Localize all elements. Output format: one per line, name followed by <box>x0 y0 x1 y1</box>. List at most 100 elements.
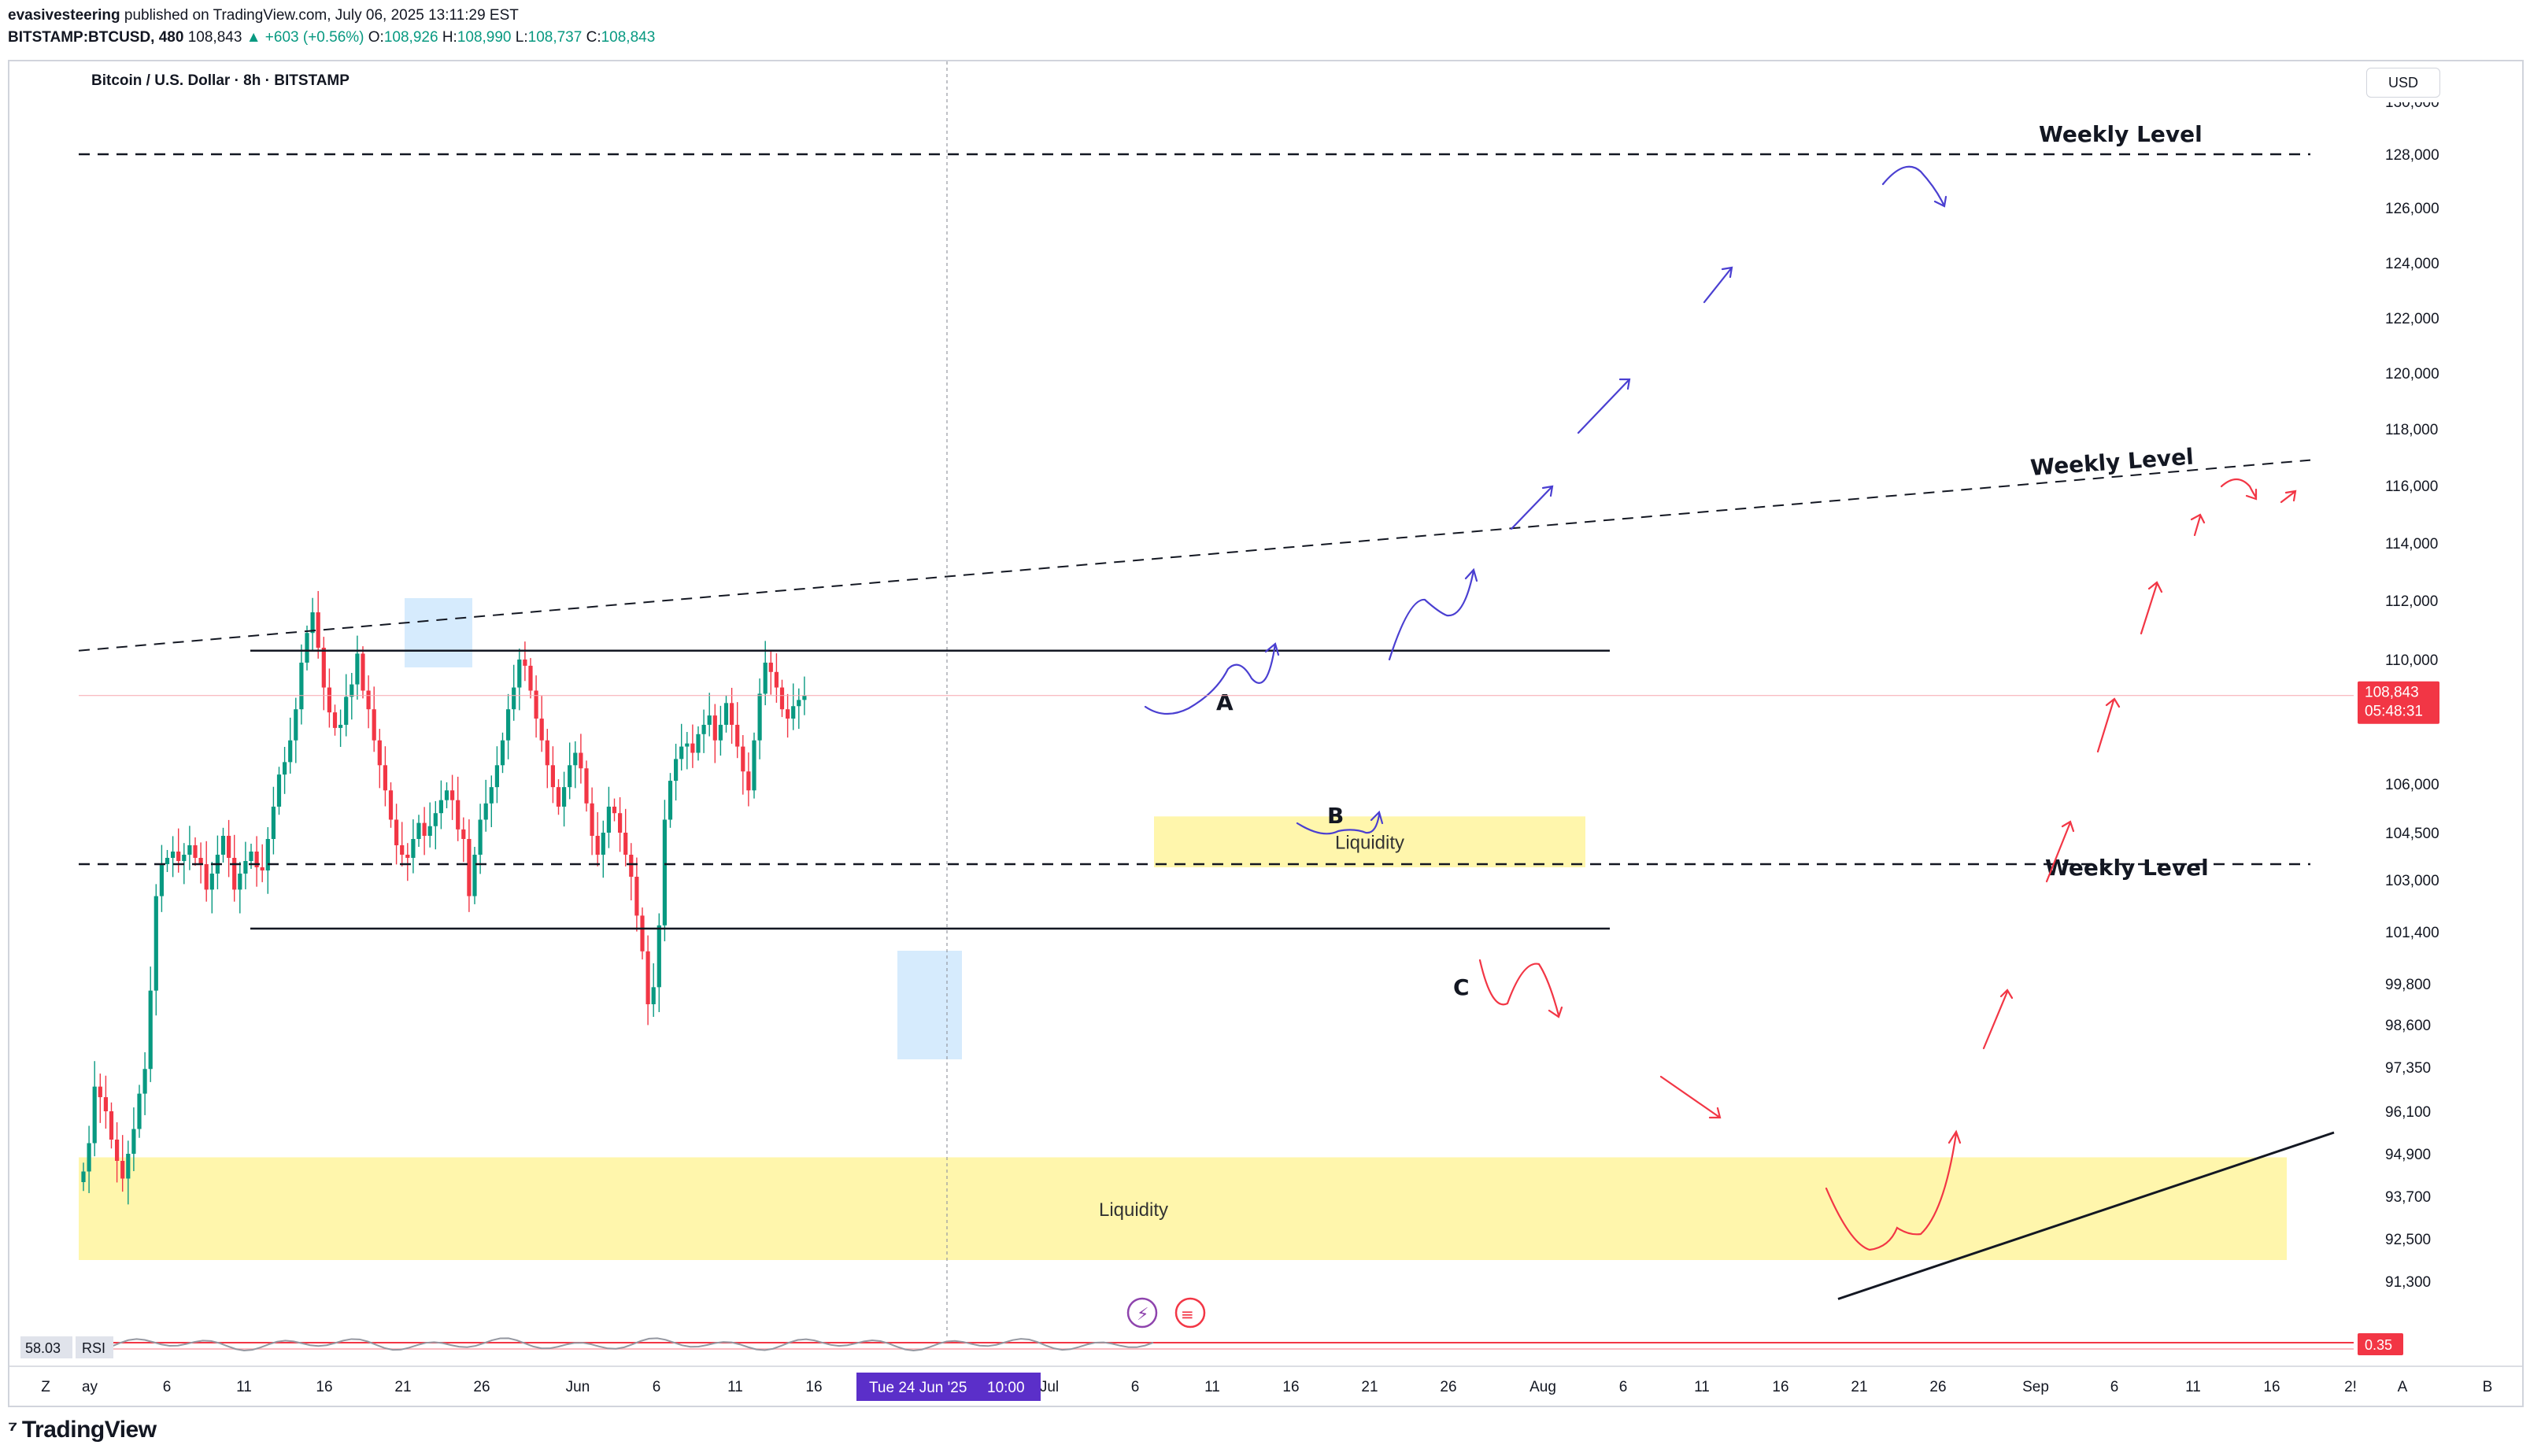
candle-body <box>305 633 309 663</box>
candle-body <box>260 867 264 870</box>
candle-body <box>131 1129 136 1154</box>
price-tick-label: 98,600 <box>2385 1018 2431 1034</box>
candle-body <box>483 803 488 820</box>
candle-body <box>590 803 594 836</box>
candle-body <box>718 724 723 741</box>
weekly-trendline <box>78 459 2311 652</box>
candle-body <box>579 752 583 769</box>
publish-info: published on TradingView.com, July 06, 2… <box>124 7 519 24</box>
price-tick-label: 91,300 <box>2385 1274 2431 1291</box>
time-tick-label: 16 <box>1772 1379 1788 1395</box>
crosshair-time-label: 10:00 <box>987 1380 1025 1396</box>
candle-body <box>461 829 466 839</box>
candle-body <box>411 839 416 858</box>
low-value: 108,737 <box>527 29 583 46</box>
candle-body <box>696 734 701 753</box>
candle-body <box>137 1093 142 1129</box>
candle-body <box>377 740 382 766</box>
high-value: 108,990 <box>457 29 512 46</box>
currency-button[interactable]: USD <box>2366 68 2440 98</box>
candle-body <box>332 712 338 728</box>
candle-body <box>556 787 561 807</box>
candle-body <box>444 790 449 800</box>
time-tick-label: Z <box>41 1379 50 1395</box>
weekly-level-label-mid: Weekly Level <box>2045 855 2209 881</box>
time-tick-label: Sep <box>2022 1379 2049 1395</box>
candle-body <box>422 822 427 836</box>
candle-body <box>350 684 354 697</box>
price-tick-label: 118,000 <box>2385 422 2438 438</box>
time-tick-label: 11 <box>1204 1379 1220 1395</box>
highlight-box-bottom <box>897 951 962 1059</box>
chart-header: evasivesteering published on TradingView… <box>8 5 655 49</box>
price-tick-label: 103,000 <box>2385 873 2439 889</box>
candle-body <box>568 765 572 788</box>
price-tick-label: 128,000 <box>2385 147 2439 164</box>
ohlc-line: BITSTAMP:BTCUSD, 480 108,843 ▲ +603 (+0.… <box>8 27 655 49</box>
time-tick-label: 11 <box>236 1379 252 1395</box>
rsi-name-box <box>76 1336 113 1358</box>
flag-icon <box>1174 1297 1206 1329</box>
price-tick-label: 99,800 <box>2385 977 2431 993</box>
candle-body <box>182 855 187 861</box>
weekly-level-label-top: Weekly Level <box>2039 121 2203 147</box>
time-tick-label: 2! <box>2344 1379 2357 1395</box>
price-tick-label: 101,400 <box>2385 925 2439 941</box>
candle-body <box>623 833 628 855</box>
candle-body <box>757 693 762 741</box>
projection-arrow-1 <box>1388 567 1478 661</box>
candle-body <box>92 1086 97 1144</box>
candle-body <box>545 740 549 766</box>
time-tick-label: 21 <box>1361 1379 1378 1395</box>
projection-a-arrow <box>1144 642 1280 715</box>
tradingview-logo[interactable]: ⁷ TradingView <box>8 1417 157 1443</box>
candle-body <box>550 765 555 788</box>
candle-body <box>120 1161 125 1179</box>
time-tick-label: 21 <box>394 1379 411 1395</box>
projection-drawings: ⚡ ≡ <box>1126 165 2297 1329</box>
candle-body <box>467 839 472 896</box>
candle-body <box>735 724 740 747</box>
symbol-label: BITSTAMP:BTCUSD, 480 <box>8 29 184 46</box>
scenario-label-b: B <box>1327 803 1344 829</box>
candle-body <box>612 806 617 814</box>
projection-arrow-5 <box>1881 165 1947 208</box>
candle-body <box>400 845 405 855</box>
candle-body <box>227 836 231 858</box>
rsi-upper-label: 0.35 <box>2365 1337 2392 1353</box>
candle-body <box>679 746 684 759</box>
candle-body <box>254 852 259 867</box>
projection-arrow-3 <box>1577 378 1631 434</box>
candle-body <box>690 743 695 753</box>
candle-body <box>176 852 181 861</box>
author-name[interactable]: evasivesteering <box>8 7 120 24</box>
candle-body <box>338 724 343 728</box>
price-tick-label: 104,500 <box>2385 826 2439 842</box>
candle-body <box>456 800 461 830</box>
candle-body <box>438 800 443 814</box>
time-tick-label: 11 <box>2185 1379 2201 1395</box>
candle-body <box>674 759 679 782</box>
candle-body <box>478 819 483 855</box>
countdown-label: 05:48:31 <box>2365 704 2423 720</box>
candle-body <box>506 709 511 741</box>
publish-line: evasivesteering published on TradingView… <box>8 5 655 27</box>
time-tick-label: 26 <box>473 1379 490 1395</box>
candle-body <box>232 858 237 890</box>
candle-body <box>645 951 650 1004</box>
rsi-name-label: RSI <box>82 1340 105 1356</box>
time-tick-label: 16 <box>316 1379 332 1395</box>
rsi-pane: 58.03 RSI 0.35 <box>20 1333 2403 1358</box>
price-tick-label: 92,500 <box>2385 1232 2431 1248</box>
candle-body <box>668 781 673 820</box>
projection-arrow-2 <box>1510 485 1554 530</box>
candle-body <box>779 687 785 710</box>
candle-body <box>361 653 365 691</box>
candle-body <box>774 671 779 688</box>
time-tick-label: A <box>2398 1379 2408 1395</box>
time-tick-label: 11 <box>1694 1379 1710 1395</box>
candle-body <box>344 697 349 725</box>
projection-arrow-10 <box>2140 581 2163 635</box>
price-tick-label: 93,700 <box>2385 1189 2431 1206</box>
